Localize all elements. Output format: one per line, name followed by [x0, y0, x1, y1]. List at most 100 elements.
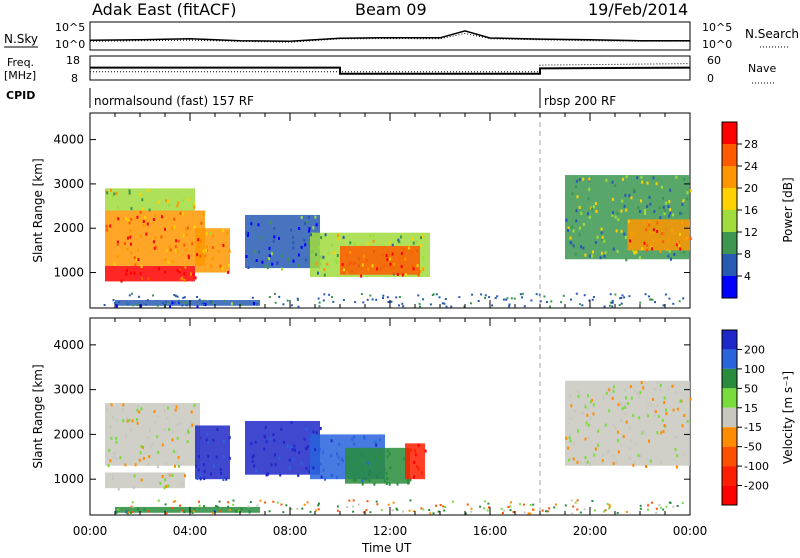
data-cell: [191, 510, 194, 514]
noise-cell: [228, 509, 231, 512]
data-cell: [250, 442, 253, 446]
y-axis-label: Slant Range [km]: [31, 364, 45, 468]
data-cell: [288, 466, 291, 470]
data-cell: [334, 258, 337, 262]
data-cell: [176, 460, 179, 464]
data-cell: [586, 212, 589, 216]
noise-cell: [165, 512, 168, 515]
colorbar-swatch: [722, 368, 737, 389]
noise-cell: [290, 304, 293, 307]
data-cell: [675, 175, 678, 179]
data-cell: [176, 204, 179, 208]
data-cell: [148, 428, 151, 432]
data-cell: [583, 402, 586, 406]
data-cell: [593, 453, 596, 457]
noise-cell: [276, 501, 279, 504]
noise-cell: [247, 505, 250, 508]
data-cell: [600, 461, 603, 465]
noise-cell: [576, 499, 579, 502]
data-cell: [337, 237, 340, 241]
noise-cell: [608, 304, 611, 307]
data-cell: [168, 427, 171, 431]
noise-cell: [317, 508, 320, 511]
data-cell: [417, 443, 420, 447]
noise-cell: [444, 298, 447, 300]
colorbar-swatch: [722, 427, 737, 447]
y-tick-label: 3000: [53, 177, 84, 191]
colorbar-swatch: [722, 232, 737, 254]
data-cell: [305, 258, 307, 262]
data-cell: [163, 428, 166, 431]
data-cell: [567, 228, 569, 232]
data-cell: [278, 456, 281, 460]
data-cell: [279, 473, 282, 477]
data-cell: [175, 450, 178, 454]
beam-title: Beam 09: [355, 0, 427, 19]
data-cell: [257, 223, 260, 227]
data-cell: [565, 218, 568, 222]
data-cell: [415, 465, 418, 469]
noise-cell: [560, 301, 562, 304]
data-cell: [632, 463, 635, 467]
data-cell: [617, 450, 620, 454]
noise-cell: [264, 501, 267, 504]
noise-cell: [650, 501, 653, 504]
noise-cell: [543, 295, 546, 298]
data-cell: [173, 217, 176, 221]
noise-cell: [519, 293, 522, 296]
noise-cell: [432, 512, 435, 515]
noise-cell: [539, 300, 542, 303]
nsky-tick-top: 10^5: [55, 21, 85, 34]
data-cell: [292, 259, 295, 263]
noise-cell: [251, 296, 254, 299]
noise-cell: [494, 297, 497, 300]
data-cell: [649, 459, 652, 463]
noise-cell: [639, 504, 642, 507]
data-cell: [146, 189, 149, 193]
data-cell: [212, 464, 215, 468]
noise-cell: [286, 299, 289, 302]
noise-cell: [502, 298, 505, 301]
data-cell: [148, 208, 151, 212]
data-cell: [634, 442, 637, 446]
data-cell: [193, 205, 196, 209]
noise-cell: [527, 512, 530, 515]
data-cell: [153, 246, 156, 250]
data-cell: [353, 442, 356, 446]
data-cell: [665, 201, 668, 205]
y-tick-label: 2000: [53, 427, 84, 441]
data-cell: [603, 254, 606, 258]
data-cell: [592, 403, 595, 407]
data-cell: [315, 431, 318, 435]
noise-cell: [549, 305, 551, 308]
noise-cell: [611, 301, 614, 304]
data-cell: [416, 264, 419, 267]
data-cell: [206, 432, 209, 436]
data-cell: [621, 199, 624, 203]
noise-cell: [422, 298, 425, 301]
data-cell: [193, 404, 196, 407]
noise-cell: [574, 501, 577, 504]
data-cell: [175, 405, 178, 409]
noise-cell: [173, 301, 176, 304]
data-cell: [303, 437, 306, 441]
data-cell: [322, 468, 325, 472]
data-cell: [572, 244, 575, 248]
data-cell: [620, 403, 623, 407]
data-cell: [637, 206, 640, 210]
colorbar-swatch: [722, 485, 737, 505]
data-cell: [126, 236, 129, 240]
data-cell: [292, 458, 295, 461]
data-cell: [368, 478, 371, 482]
noise-cell: [366, 500, 369, 503]
noise-cell: [668, 501, 671, 504]
colorbar-label: Power [dB]: [781, 177, 795, 242]
data-cell: [386, 258, 389, 262]
data-cell: [176, 423, 179, 427]
data-cell: [205, 245, 208, 249]
noise-cell: [274, 292, 276, 295]
data-cell: [171, 226, 174, 230]
noise-cell: [672, 505, 675, 508]
noise-cell: [441, 302, 444, 305]
data-cell: [317, 271, 319, 275]
